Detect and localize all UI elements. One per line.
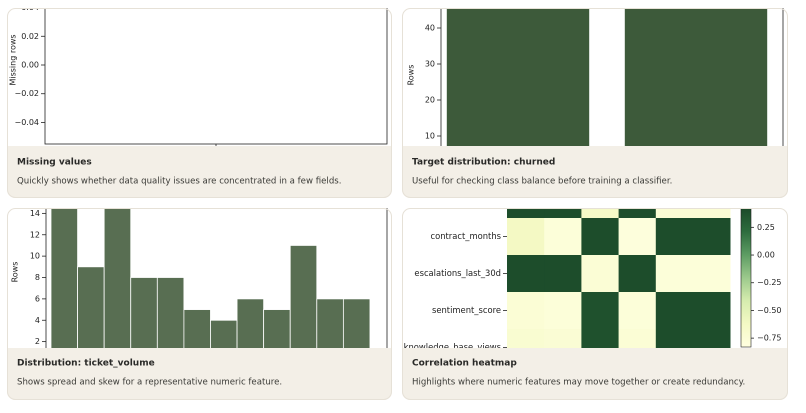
heatmap-cell	[544, 218, 582, 256]
histogram-bar	[263, 309, 291, 348]
heatmap-cell	[544, 292, 582, 330]
caption-bg	[402, 348, 788, 400]
heatmap-cell	[581, 208, 619, 219]
heatmap-cell	[544, 255, 582, 293]
heatmap-cell	[618, 292, 657, 330]
row-label: escalations_last_30d	[414, 268, 501, 278]
heatmap-cell	[507, 292, 545, 330]
card-border	[7, 8, 392, 198]
y-tick-label: 14	[30, 209, 40, 218]
y-tick-label: −0.04	[14, 118, 39, 127]
card: contract_months escalations_last_30dsenti…	[402, 208, 788, 400]
caption-bg	[7, 146, 392, 198]
colorbar-tick-label: 0.00	[757, 251, 775, 260]
chart: −0.04 −0.02 0.00 0.02 0.04 Missing rows	[9, 3, 388, 146]
row-label: sentiment_score	[432, 305, 501, 315]
heatmap-cell	[655, 208, 694, 219]
heatmap-cell	[655, 292, 694, 330]
colorbar-tick-label: −0.25	[757, 278, 782, 287]
heatmap-cell	[618, 255, 657, 293]
histogram-bar	[103, 208, 132, 348]
y-tick-label: 40	[425, 24, 435, 33]
heatmap-cell	[693, 255, 731, 293]
histogram-bar	[316, 298, 344, 348]
heatmap-cell	[507, 218, 545, 256]
y-tick-label: 4	[35, 316, 40, 325]
histogram-bar	[342, 298, 371, 348]
plot-frame	[440, 8, 784, 146]
y-tick-label: 6	[35, 294, 40, 303]
plot-frame	[44, 8, 388, 145]
row-label: contract_months	[430, 231, 501, 241]
heatmap-cell	[618, 329, 657, 348]
row-label: knowledge_base_views	[404, 342, 501, 352]
card-title: Correlation heatmap	[412, 359, 517, 369]
colorbar-tick-label: −0.50	[757, 306, 782, 315]
chart: contract_months escalations_last_30dsenti…	[404, 208, 782, 352]
heatmap-cell	[581, 329, 619, 348]
card-border	[402, 8, 788, 198]
heatmap-cell	[581, 255, 619, 293]
card-description: Shows spread and skew for a representati…	[17, 378, 282, 388]
y-tick-label: 0.04	[21, 3, 39, 12]
histogram-bar	[50, 208, 78, 348]
heatmap-cell	[544, 208, 582, 219]
chart: 10 20 30 40 Rows	[407, 8, 784, 146]
card-description: Useful for checking class balance before…	[412, 177, 672, 187]
colorbar	[740, 208, 752, 348]
y-tick-label: 2	[35, 337, 40, 346]
chart: 2 4 6 8 10 12 14 Rows	[11, 208, 388, 348]
heatmap-cell	[693, 329, 731, 348]
card-title: Distribution: ticket_volume	[17, 359, 155, 369]
y-tick-label: 0.00	[21, 61, 39, 70]
y-tick-label: 20	[425, 96, 435, 105]
card-border	[402, 208, 788, 400]
heatmap-cell	[655, 218, 694, 256]
y-tick-label: −0.02	[14, 89, 39, 98]
y-tick-label: 8	[35, 273, 40, 282]
card: 10 20 30 40 Rows Target distribution: churne…	[402, 8, 788, 198]
histogram-bar	[289, 245, 318, 348]
y-axis-label: Rows	[11, 262, 20, 283]
heatmap-cell	[544, 329, 582, 348]
heatmap-cell	[693, 218, 731, 256]
heatmap-cell	[581, 292, 619, 330]
colorbar-tick-label: 0.25	[757, 223, 775, 232]
heatmap-cell	[693, 292, 731, 330]
heatmap-cell	[507, 329, 545, 348]
y-axis-label: Missing rows	[9, 34, 18, 85]
heatmap-cell	[507, 208, 545, 219]
plot-frame	[45, 208, 388, 348]
caption-bg	[7, 348, 392, 400]
card-description: Highlights where numeric features may mo…	[412, 378, 745, 388]
heatmap-cell	[655, 329, 694, 348]
caption-bg	[402, 146, 788, 198]
colorbar-tick-label: −0.75	[757, 334, 782, 343]
y-tick-label: 0.02	[21, 32, 39, 41]
card: −0.04 −0.02 0.00 0.02 0.04 Missing rows Missi…	[7, 3, 392, 198]
card-description: Quickly shows whether data quality issue…	[17, 177, 341, 187]
bar	[446, 8, 590, 146]
card-border	[7, 208, 392, 400]
card: 2 4 6 8 10 12 14 Rows Distribution: ticket_volu…	[7, 208, 392, 400]
y-tick-label: 12	[30, 230, 40, 239]
card-title: Missing values	[17, 158, 92, 168]
heatmap-cell	[507, 255, 545, 293]
heatmap-cell	[655, 255, 694, 293]
y-tick-label: 30	[425, 60, 435, 69]
heatmap-cell	[618, 218, 657, 256]
heatmap-cell	[581, 218, 619, 256]
y-tick-label: 10	[425, 132, 435, 141]
card-title: Target distribution: churned	[412, 158, 555, 168]
y-axis-label: Rows	[407, 65, 416, 86]
bar	[624, 8, 768, 146]
y-tick-label: 10	[30, 252, 40, 261]
heatmap-cell	[618, 208, 657, 219]
heatmap-cell	[693, 208, 731, 219]
